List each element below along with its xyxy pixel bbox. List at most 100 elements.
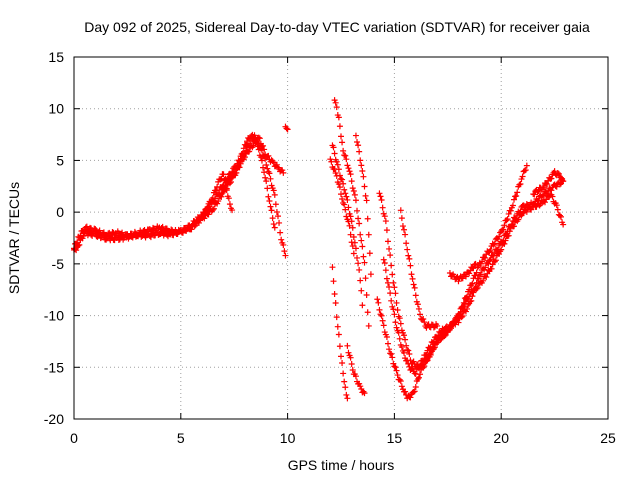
data-point <box>514 189 521 196</box>
data-point <box>388 262 395 269</box>
series-track-9 <box>329 264 351 402</box>
data-point <box>270 187 277 194</box>
data-point <box>404 346 411 353</box>
data-point <box>223 187 230 194</box>
x-tick-label: 10 <box>280 430 296 446</box>
data-point <box>535 188 542 195</box>
data-point <box>383 333 390 340</box>
data-point <box>364 309 371 316</box>
data-point <box>423 356 430 363</box>
data-point <box>363 197 370 204</box>
x-tick-label: 20 <box>493 430 509 446</box>
data-point <box>261 169 268 176</box>
data-point <box>420 315 427 322</box>
data-point <box>523 162 530 169</box>
data-point <box>390 306 397 313</box>
y-tick-label: 15 <box>48 49 64 65</box>
data-point <box>273 209 280 216</box>
data-point <box>395 329 402 336</box>
data-point <box>356 266 363 273</box>
data-point <box>461 300 468 307</box>
data-point <box>358 287 365 294</box>
data-point <box>270 159 277 166</box>
data-point <box>342 384 349 391</box>
data-point <box>341 186 348 193</box>
data-point <box>473 285 480 292</box>
data-point <box>280 169 287 176</box>
data-point <box>341 378 348 385</box>
data-point <box>501 222 508 229</box>
data-point <box>333 104 340 111</box>
data-point <box>405 360 412 367</box>
data-point <box>205 211 212 218</box>
data-point <box>354 139 361 146</box>
data-point <box>405 252 412 259</box>
data-point <box>343 156 350 163</box>
data-point <box>375 299 382 306</box>
data-point <box>486 257 493 264</box>
data-point <box>444 328 451 335</box>
data-point <box>277 229 284 236</box>
data-point <box>519 173 526 180</box>
data-point <box>260 164 267 171</box>
data-point <box>362 192 369 199</box>
data-point <box>271 224 278 231</box>
data-point <box>551 168 558 175</box>
data-point <box>553 202 560 209</box>
data-point <box>544 181 551 188</box>
data-point <box>397 207 404 214</box>
data-point <box>214 200 221 207</box>
data-point <box>549 193 556 200</box>
data-point <box>393 324 400 331</box>
data-point <box>383 275 390 282</box>
data-point <box>469 280 476 287</box>
data-point <box>359 302 366 309</box>
data-point <box>335 181 342 188</box>
data-point <box>255 146 262 153</box>
data-point <box>408 271 415 278</box>
data-point <box>250 134 257 141</box>
y-tick-label: 5 <box>56 152 64 168</box>
data-point <box>283 125 290 132</box>
data-point <box>349 243 356 250</box>
data-point <box>391 284 398 291</box>
data-point <box>451 319 458 326</box>
data-point <box>403 240 410 247</box>
data-point <box>332 99 339 106</box>
data-point <box>254 140 261 147</box>
y-tick-label: -10 <box>44 308 64 324</box>
data-point <box>430 324 437 331</box>
data-point <box>204 205 211 212</box>
data-point <box>556 181 563 188</box>
data-point <box>213 187 220 194</box>
data-point <box>397 320 404 327</box>
data-point <box>338 353 344 360</box>
data-point <box>390 360 397 367</box>
data-point <box>266 197 273 204</box>
data-point <box>459 312 466 319</box>
data-point <box>491 258 498 265</box>
data-point <box>83 223 90 230</box>
data-point <box>338 133 344 140</box>
data-point <box>473 269 480 276</box>
data-point <box>349 185 356 192</box>
data-point <box>388 350 395 357</box>
data-point <box>382 218 389 225</box>
data-point <box>331 150 338 157</box>
data-point <box>558 213 565 220</box>
data-point <box>504 216 511 223</box>
data-point <box>468 297 475 304</box>
data-point <box>411 388 418 395</box>
data-point <box>410 281 417 288</box>
data-point <box>386 283 393 290</box>
data-point <box>471 261 478 268</box>
data-point <box>340 370 347 377</box>
data-point <box>402 336 409 343</box>
data-point <box>533 203 540 210</box>
data-point <box>343 213 350 220</box>
data-point <box>341 201 348 208</box>
data-point <box>466 293 473 300</box>
data-point <box>358 162 365 169</box>
data-point <box>220 171 227 178</box>
